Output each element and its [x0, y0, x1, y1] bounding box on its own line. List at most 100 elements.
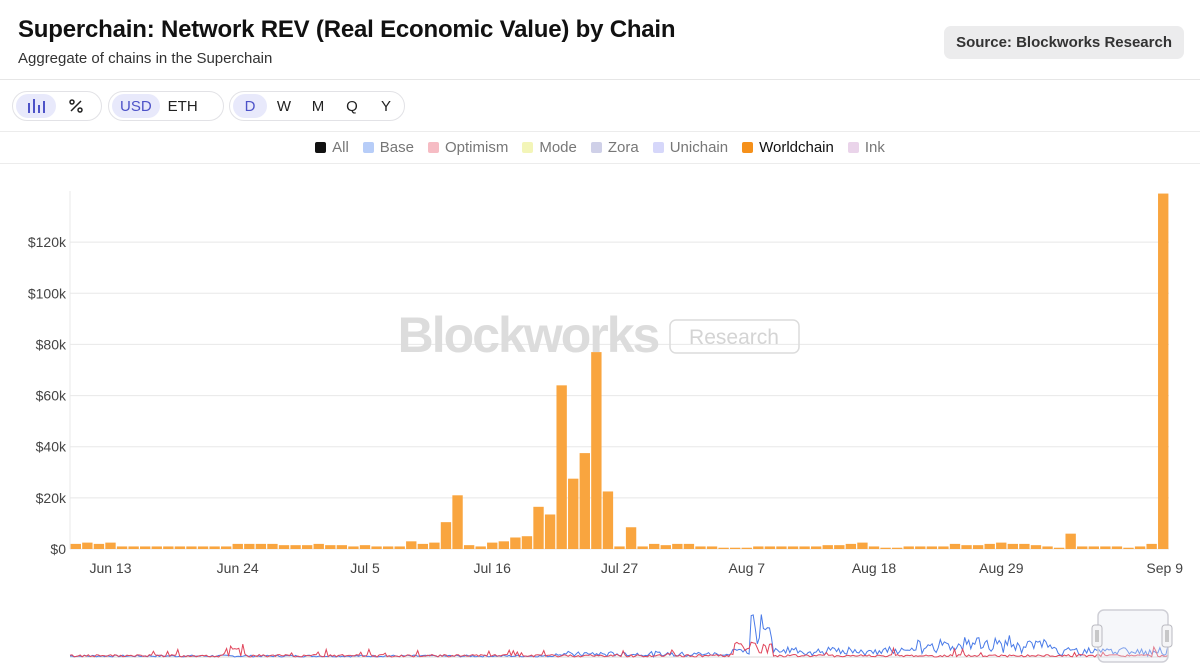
bar[interactable]: [1123, 547, 1134, 549]
legend-item-zora[interactable]: Zora: [590, 139, 639, 156]
currency-option-usd[interactable]: USD: [112, 94, 160, 118]
legend-item-base[interactable]: Base: [362, 139, 414, 156]
bar[interactable]: [417, 543, 429, 549]
bar[interactable]: [926, 546, 938, 549]
bar[interactable]: [614, 546, 625, 549]
period-option-d[interactable]: D: [233, 94, 267, 118]
bar[interactable]: [452, 495, 463, 549]
bar[interactable]: [1019, 543, 1030, 549]
bar[interactable]: [244, 543, 255, 549]
bar[interactable]: [186, 546, 197, 549]
bar[interactable]: [255, 543, 267, 549]
bar[interactable]: [406, 541, 417, 549]
bar[interactable]: [984, 543, 995, 549]
bar[interactable]: [382, 546, 394, 549]
bar[interactable]: [834, 545, 845, 549]
bar[interactable]: [706, 546, 718, 549]
bar[interactable]: [429, 542, 440, 549]
bar[interactable]: [1146, 543, 1157, 549]
bar[interactable]: [394, 546, 405, 549]
navigator-selection-window[interactable]: [1097, 609, 1169, 663]
bar[interactable]: [1100, 546, 1111, 549]
period-option-q[interactable]: Q: [346, 97, 358, 115]
bar[interactable]: [463, 545, 475, 549]
period-option-m[interactable]: M: [311, 97, 325, 115]
bar[interactable]: [521, 536, 533, 549]
bar[interactable]: [487, 542, 498, 549]
bar[interactable]: [961, 545, 972, 549]
bar[interactable]: [683, 543, 695, 549]
bar[interactable]: [1053, 547, 1065, 549]
bar[interactable]: [290, 545, 301, 549]
bar[interactable]: [220, 546, 232, 549]
bar[interactable]: [140, 546, 151, 549]
percent-icon[interactable]: [56, 94, 96, 118]
bar[interactable]: [313, 543, 324, 549]
bar[interactable]: [903, 546, 914, 549]
bar[interactable]: [996, 542, 1007, 549]
bar[interactable]: [810, 546, 822, 549]
bar[interactable]: [116, 546, 128, 549]
bar[interactable]: [440, 522, 452, 549]
bar[interactable]: [1134, 546, 1146, 549]
bar[interactable]: [625, 527, 637, 549]
bar[interactable]: [591, 352, 602, 549]
bar[interactable]: [151, 546, 162, 549]
bar[interactable]: [891, 547, 903, 549]
bar[interactable]: [93, 543, 105, 549]
legend-item-worldchain[interactable]: Worldchain: [742, 139, 834, 156]
period-option-w[interactable]: W: [276, 97, 292, 115]
bar[interactable]: [730, 547, 741, 549]
bar[interactable]: [568, 478, 579, 549]
currency-option-eth[interactable]: ETH: [167, 97, 198, 115]
bar[interactable]: [533, 506, 544, 549]
bar[interactable]: [915, 546, 926, 549]
bar[interactable]: [972, 545, 984, 549]
bar[interactable]: [845, 543, 857, 549]
bar[interactable]: [556, 385, 567, 549]
bar[interactable]: [336, 545, 348, 549]
bar[interactable]: [602, 491, 614, 549]
bar[interactable]: [128, 546, 139, 549]
bar[interactable]: [1030, 545, 1042, 549]
bar[interactable]: [822, 545, 833, 549]
bar[interactable]: [1088, 546, 1099, 549]
legend-item-ink[interactable]: Ink: [847, 139, 885, 156]
source-badge[interactable]: Source: Blockworks Research: [944, 26, 1184, 59]
bar[interactable]: [799, 546, 810, 549]
bar[interactable]: [776, 546, 787, 549]
bar[interactable]: [475, 546, 486, 549]
bar[interactable]: [82, 542, 93, 549]
legend-item-optimism[interactable]: Optimism: [428, 139, 508, 156]
bar[interactable]: [649, 543, 660, 549]
bar[interactable]: [1042, 546, 1053, 549]
bar[interactable]: [938, 546, 949, 549]
navigator-handle-right[interactable]: [1161, 624, 1173, 648]
bar[interactable]: [510, 537, 521, 549]
bar[interactable]: [498, 541, 509, 549]
bar[interactable]: [753, 546, 764, 549]
bar[interactable]: [348, 546, 359, 549]
bar[interactable]: [209, 546, 220, 549]
bar[interactable]: [1111, 546, 1123, 549]
bar[interactable]: [174, 546, 186, 549]
bar[interactable]: [325, 545, 336, 549]
legend-item-unichain[interactable]: Unichain: [652, 139, 728, 156]
bar[interactable]: [660, 545, 671, 549]
bar[interactable]: [197, 546, 209, 549]
bar-chart-icon[interactable]: [16, 94, 56, 118]
legend-item-mode[interactable]: Mode: [522, 139, 577, 156]
bar[interactable]: [695, 546, 706, 549]
bar[interactable]: [267, 543, 278, 549]
bar[interactable]: [301, 545, 313, 549]
bar[interactable]: [741, 547, 752, 549]
bar[interactable]: [371, 546, 382, 549]
bar[interactable]: [70, 543, 81, 549]
bar[interactable]: [1158, 193, 1169, 549]
legend-item-all[interactable]: All: [315, 139, 349, 156]
bar[interactable]: [163, 546, 174, 549]
bar[interactable]: [579, 453, 590, 549]
navigator-handle-left[interactable]: [1091, 624, 1103, 648]
bar[interactable]: [718, 547, 729, 549]
bar[interactable]: [278, 545, 290, 549]
